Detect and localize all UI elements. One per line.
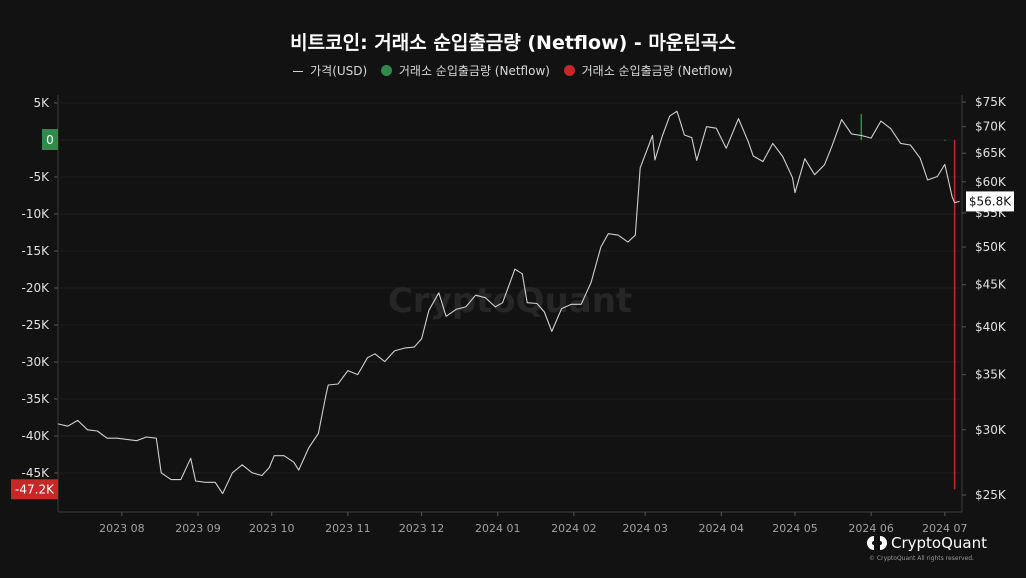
x-tick-label: 2023 09 xyxy=(175,522,221,535)
right-tick-label: $75K xyxy=(975,95,1007,109)
chart-title: 비트코인: 거래소 순입출금량 (Netflow) - 마운틴곡스 xyxy=(290,32,736,54)
left-tick-label: -35K xyxy=(22,392,51,406)
x-tick-label: 2024 06 xyxy=(848,522,894,535)
brand-copyright: © CryptoQuant All rights reserved. xyxy=(869,555,974,562)
netflow-bar-negative xyxy=(953,140,956,490)
price-line xyxy=(57,110,960,495)
x-tick-label: 2023 08 xyxy=(99,522,145,535)
chart-legend: 가격(USD) 거래소 순입출금량 (Netflow) 거래소 순입출금량 (N… xyxy=(0,62,1026,79)
left-tick-label: -10K xyxy=(22,207,51,221)
left-tick-label: -40K xyxy=(22,429,51,443)
legend-item-netflow-positive: 거래소 순입출금량 (Netflow) xyxy=(381,62,550,79)
netflow-bar-positive xyxy=(944,139,946,141)
left-tick-label: -30K xyxy=(22,355,51,369)
legend-line-icon xyxy=(293,71,304,72)
brand-name: CryptoQuant xyxy=(891,534,987,552)
netflow-bar-positive xyxy=(860,114,863,140)
right-tick-label: $70K xyxy=(975,120,1007,134)
left-tick-label: 5K xyxy=(33,96,50,110)
red-dot-icon xyxy=(563,65,575,76)
x-tick-label: 2024 04 xyxy=(699,522,745,535)
left-tick-label: -15K xyxy=(22,244,51,258)
x-tick-label: 2023 10 xyxy=(249,522,295,535)
right-tick-label: $60K xyxy=(975,175,1007,189)
x-tick-label: 2024 01 xyxy=(475,522,521,535)
right-tick-label: $40K xyxy=(975,320,1007,334)
x-tick-label: 2024 02 xyxy=(551,522,597,535)
left-tick-label: -45K xyxy=(22,466,51,480)
legend-label-netflow-negative: 거래소 순입출금량 (Netflow) xyxy=(581,64,733,78)
green-dot-icon xyxy=(381,65,393,76)
netflow-latest-label: -47.2K xyxy=(15,482,55,496)
legend-label-netflow-positive: 거래소 순입출금량 (Netflow) xyxy=(398,64,550,78)
x-tick-label: 2024 05 xyxy=(772,522,818,535)
price-current-label: $56.8K xyxy=(969,194,1012,208)
right-tick-label: $35K xyxy=(975,368,1007,382)
right-tick-label: $50K xyxy=(975,240,1007,254)
price-current-badge xyxy=(966,191,1014,212)
netflow-latest-badge xyxy=(11,479,58,500)
cryptoquant-logo-icon xyxy=(867,536,887,550)
x-tick-label: 2023 11 xyxy=(325,522,371,535)
netflow-zero-label: 0 xyxy=(46,133,54,147)
x-tick-label: 2024 03 xyxy=(622,522,668,535)
left-tick-label: -25K xyxy=(22,318,51,332)
watermark-text: CryptoQuant xyxy=(388,281,632,321)
legend-label-price: 가격(USD) xyxy=(310,64,368,78)
legend-item-price: 가격(USD) xyxy=(293,62,367,79)
legend-item-netflow-negative: 거래소 순입출금량 (Netflow) xyxy=(563,62,733,79)
left-tick-label: -5K xyxy=(29,170,50,184)
netflow-zero-badge xyxy=(42,129,58,150)
x-tick-label: 2023 12 xyxy=(399,522,445,535)
right-tick-label: $45K xyxy=(975,278,1007,292)
left-tick-label: -20K xyxy=(22,281,51,295)
right-tick-label: $25K xyxy=(975,488,1007,502)
x-tick-label: 2024 07 xyxy=(922,522,968,535)
right-tick-label: $30K xyxy=(975,423,1007,437)
right-tick-label: $65K xyxy=(975,146,1007,160)
